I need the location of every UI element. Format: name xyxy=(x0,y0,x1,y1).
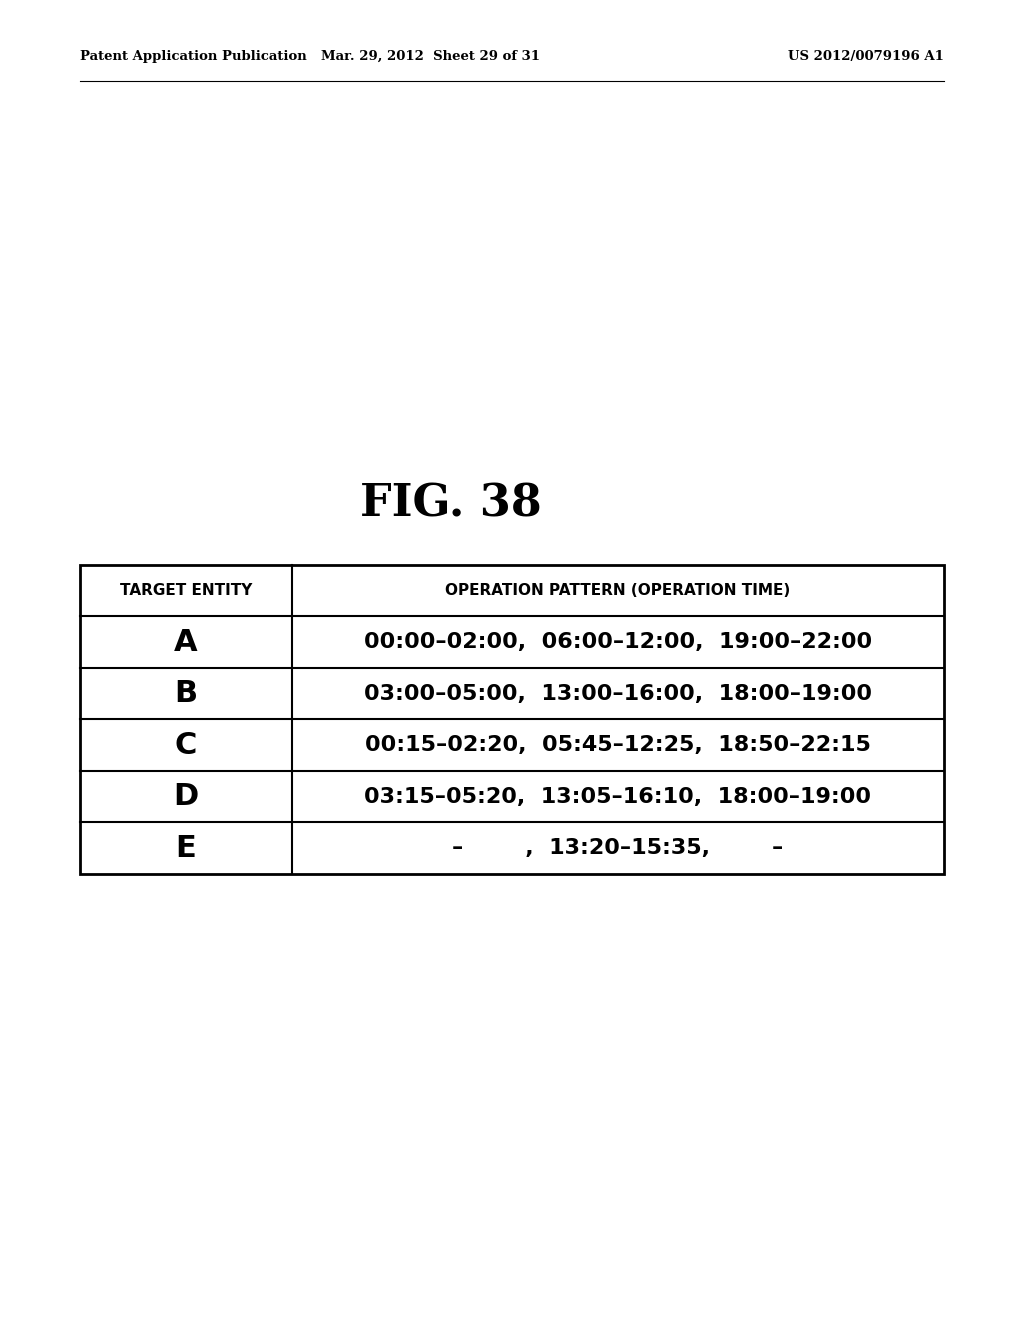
Text: –        ,  13:20–15:35,        –: – , 13:20–15:35, – xyxy=(453,838,783,858)
Text: A: A xyxy=(174,628,198,656)
Text: FIG. 38: FIG. 38 xyxy=(359,483,542,525)
Text: 03:15–05:20,  13:05–16:10,  18:00–19:00: 03:15–05:20, 13:05–16:10, 18:00–19:00 xyxy=(365,787,871,807)
Text: US 2012/0079196 A1: US 2012/0079196 A1 xyxy=(788,50,944,63)
Text: B: B xyxy=(174,680,198,708)
Text: Mar. 29, 2012  Sheet 29 of 31: Mar. 29, 2012 Sheet 29 of 31 xyxy=(321,50,540,63)
Text: TARGET ENTITY: TARGET ENTITY xyxy=(120,583,252,598)
Text: D: D xyxy=(173,783,199,810)
Text: C: C xyxy=(174,731,197,759)
Text: 00:00–02:00,  06:00–12:00,  19:00–22:00: 00:00–02:00, 06:00–12:00, 19:00–22:00 xyxy=(364,632,871,652)
Text: 00:15–02:20,  05:45–12:25,  18:50–22:15: 00:15–02:20, 05:45–12:25, 18:50–22:15 xyxy=(365,735,870,755)
Text: Patent Application Publication: Patent Application Publication xyxy=(80,50,306,63)
Text: OPERATION PATTERN (OPERATION TIME): OPERATION PATTERN (OPERATION TIME) xyxy=(445,583,791,598)
Text: 03:00–05:00,  13:00–16:00,  18:00–19:00: 03:00–05:00, 13:00–16:00, 18:00–19:00 xyxy=(364,684,871,704)
Text: E: E xyxy=(175,834,197,862)
